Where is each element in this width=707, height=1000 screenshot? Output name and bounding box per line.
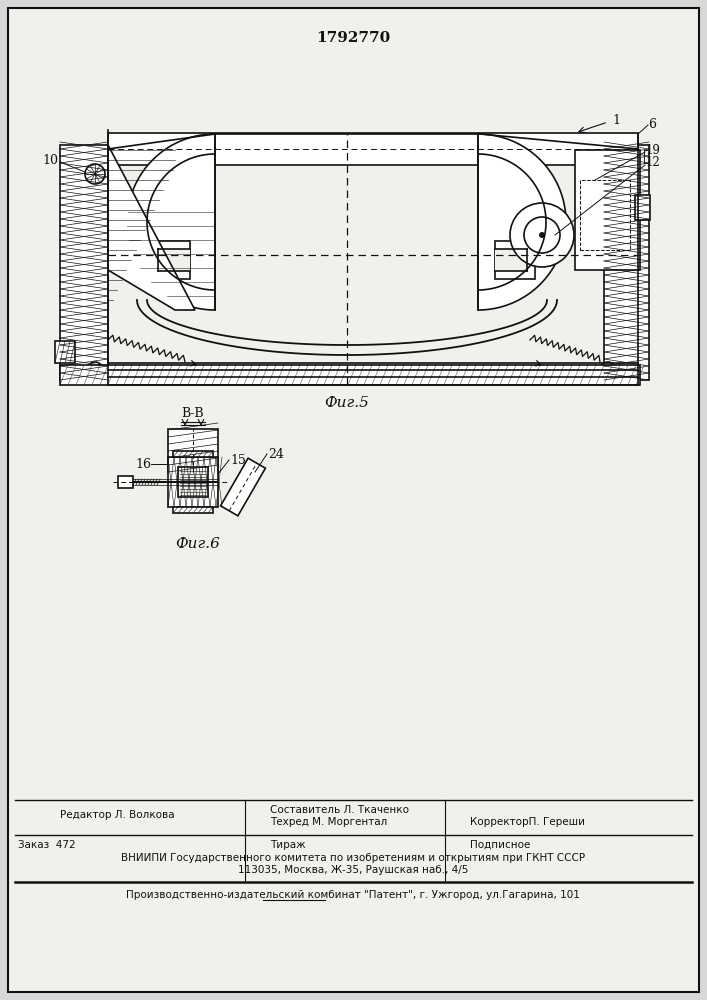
Bar [55, 341, 75, 363]
Bar [173, 507, 213, 513]
Bar [60, 365, 640, 385]
Bar [168, 429, 218, 472]
Polygon shape [221, 458, 265, 516]
Text: Заказ  472: Заказ 472 [18, 840, 76, 850]
Bar [495, 249, 527, 271]
Bar [150, 241, 190, 279]
Text: Фиг.6: Фиг.6 [175, 537, 221, 551]
Text: Тираж: Тираж [270, 840, 305, 850]
Bar [60, 145, 108, 380]
Text: 24: 24 [268, 448, 284, 460]
Bar [108, 133, 638, 165]
Text: КорректорП. Гереши: КорректорП. Гереши [470, 817, 585, 827]
Text: 12: 12 [646, 156, 661, 169]
Text: Составитель Л. Ткаченко: Составитель Л. Ткаченко [270, 805, 409, 815]
Text: 1792770: 1792770 [316, 31, 390, 45]
Bar [178, 467, 208, 497]
Bar [495, 241, 535, 279]
Bar [604, 145, 649, 380]
Polygon shape [108, 145, 195, 310]
Circle shape [87, 362, 103, 378]
Circle shape [539, 232, 545, 238]
Text: Производственно-издательский комбинат "Патент", г. Ужгород, ул.Гагарина, 101: Производственно-издательский комбинат "П… [126, 890, 580, 900]
Text: В-В: В-В [182, 407, 204, 420]
Circle shape [92, 367, 98, 373]
Bar [118, 476, 133, 488]
Bar [580, 180, 630, 250]
Circle shape [524, 217, 560, 253]
Text: ВНИИПИ Государственного комитета по изобретениям и открытиям при ГКНТ СССР: ВНИИПИ Государственного комитета по изоб… [121, 853, 585, 863]
Text: 10: 10 [42, 153, 58, 166]
Circle shape [605, 367, 611, 373]
Polygon shape [127, 134, 215, 310]
Circle shape [510, 203, 574, 267]
Text: 6: 6 [648, 118, 656, 131]
Circle shape [585, 175, 595, 185]
Bar [575, 150, 640, 270]
Text: Техред М. Моргентал: Техред М. Моргентал [270, 817, 387, 827]
Text: 113035, Москва, Ж-35, Раушская наб., 4/5: 113035, Москва, Ж-35, Раушская наб., 4/5 [238, 865, 468, 875]
Bar [158, 249, 190, 271]
Circle shape [600, 362, 616, 378]
Bar [635, 195, 650, 220]
Text: Подписное: Подписное [470, 840, 530, 850]
Text: Фиг.5: Фиг.5 [325, 396, 370, 410]
Circle shape [588, 178, 592, 182]
Circle shape [85, 164, 105, 184]
Polygon shape [478, 134, 566, 310]
Text: 16: 16 [135, 458, 151, 471]
Bar [168, 457, 218, 507]
Text: Редактор Л. Волкова: Редактор Л. Волкова [60, 810, 175, 820]
Text: 19: 19 [646, 143, 661, 156]
Text: 15: 15 [230, 454, 246, 466]
Text: 1: 1 [612, 113, 620, 126]
Bar [173, 451, 213, 457]
